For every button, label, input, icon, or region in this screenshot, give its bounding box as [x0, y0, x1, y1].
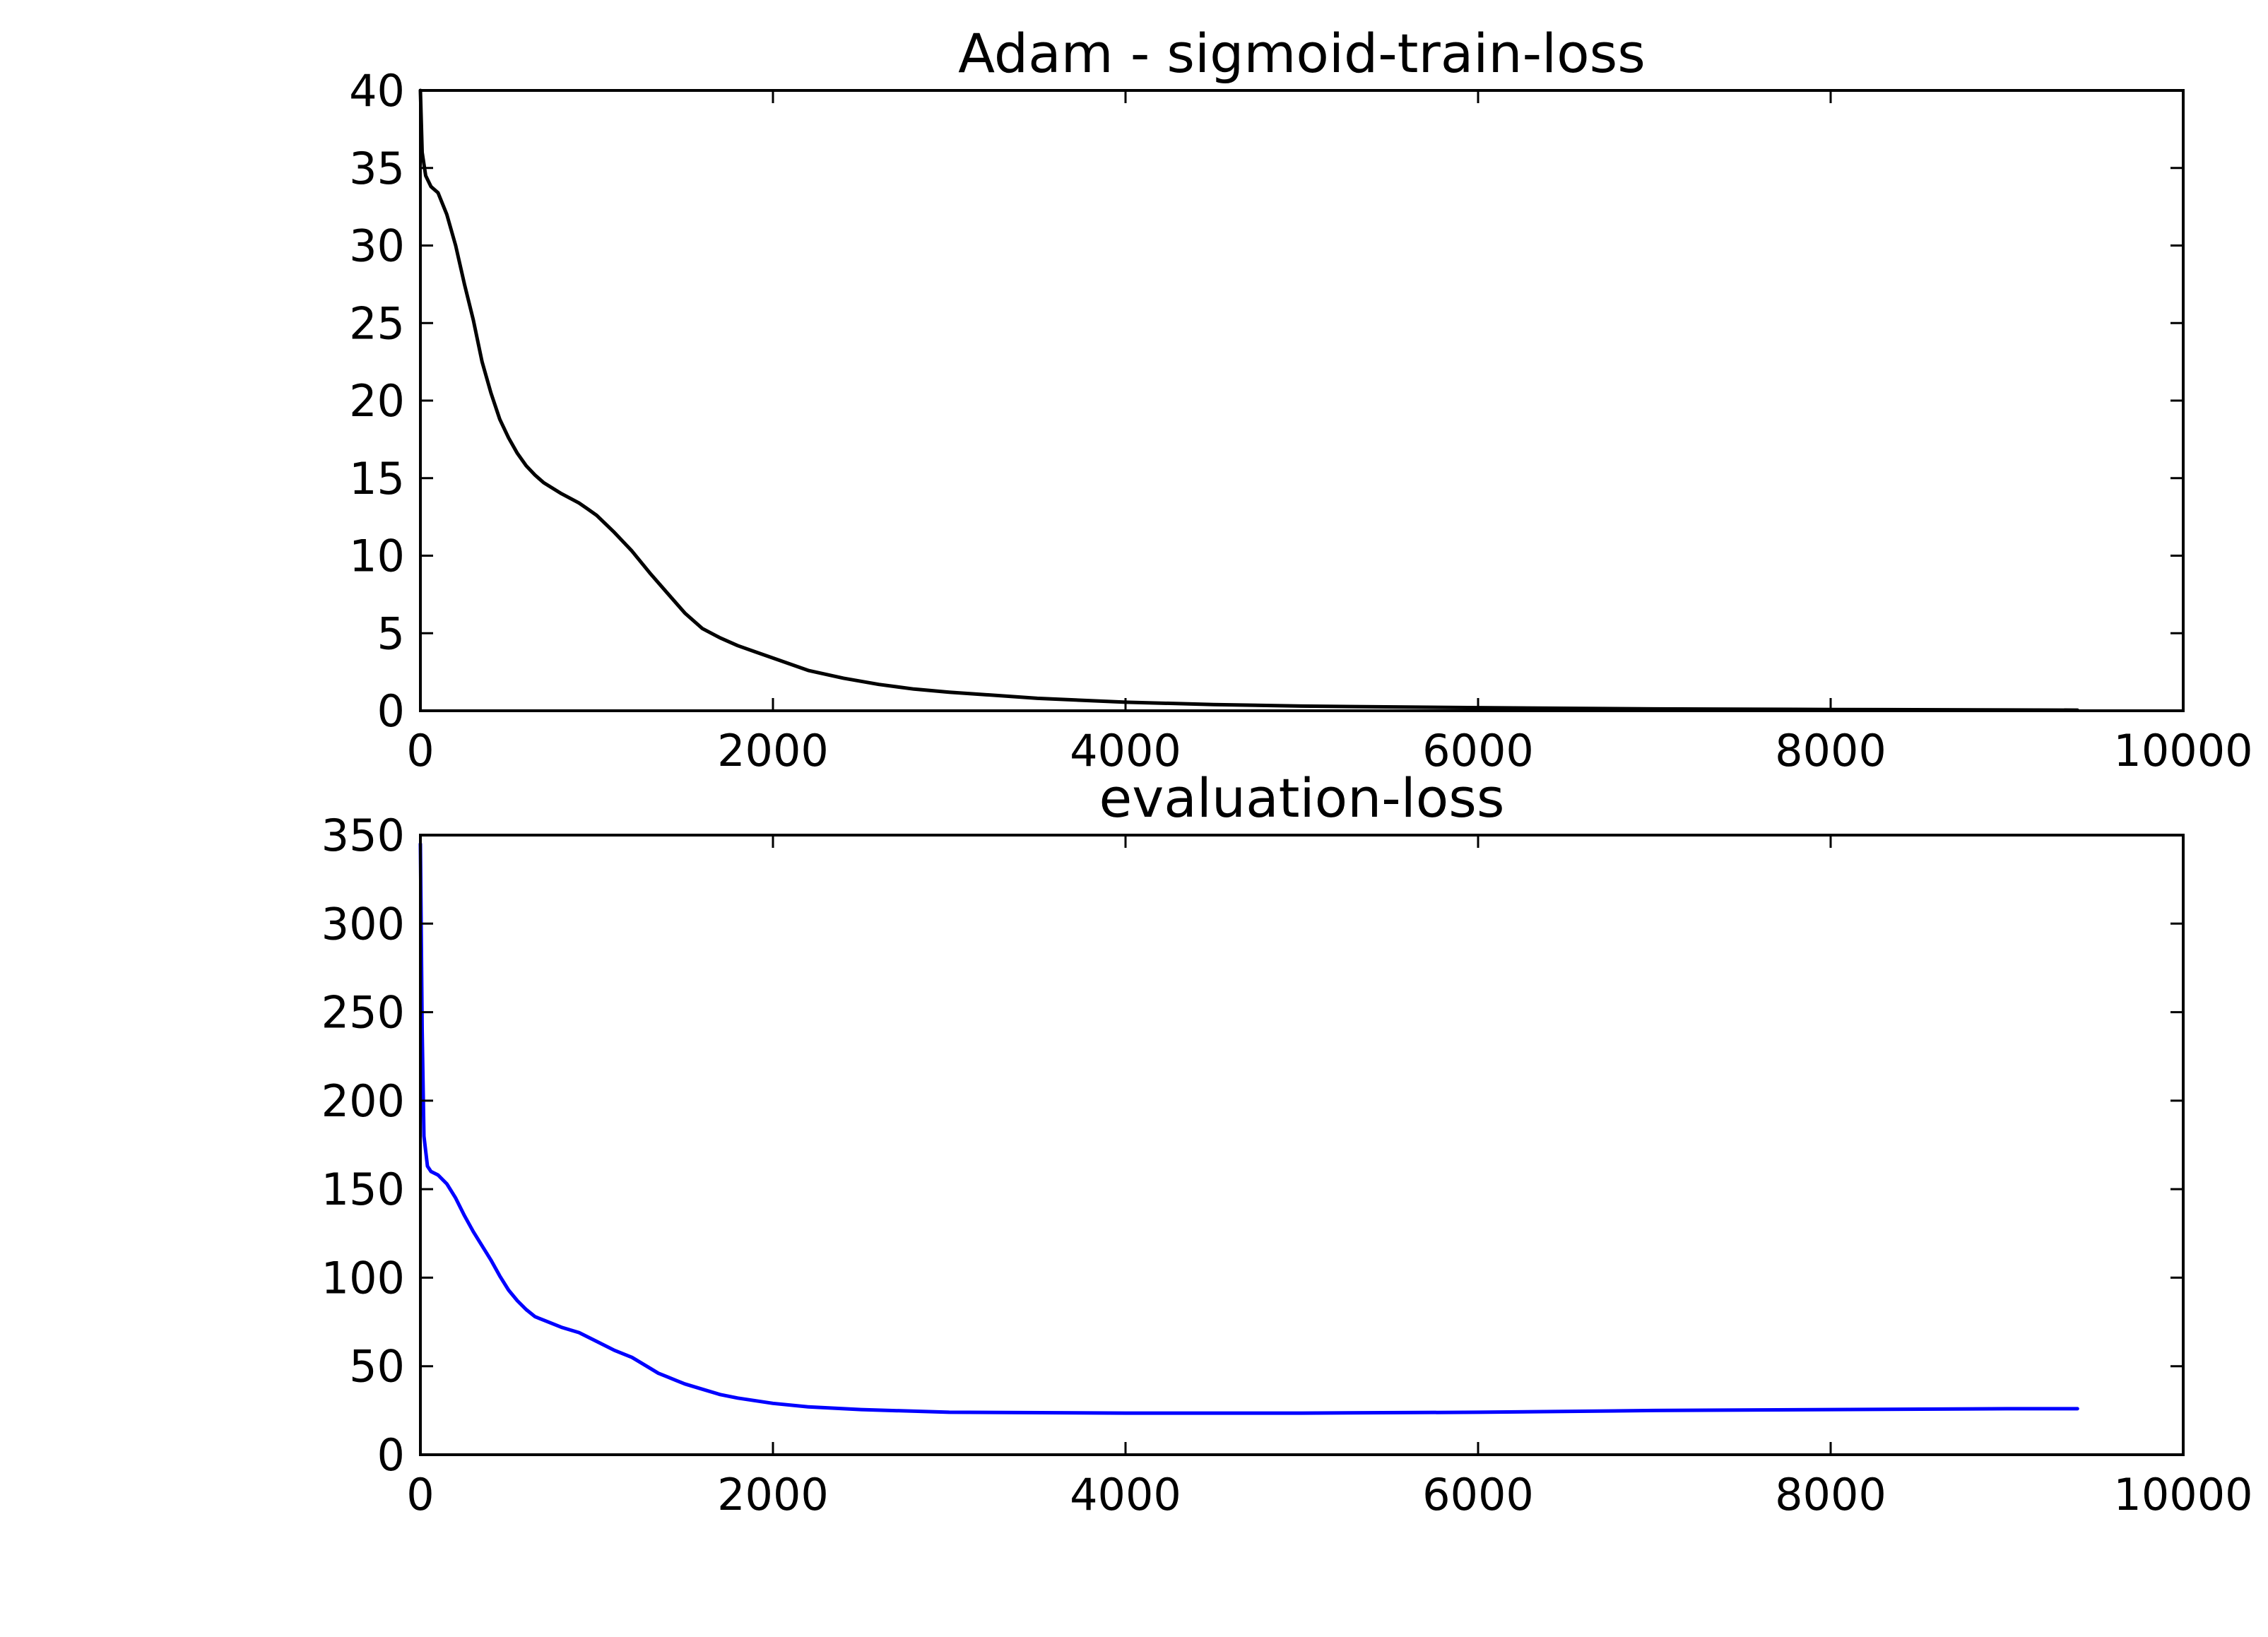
y-tick-label: 40	[349, 65, 405, 117]
x-tick-label: 6000	[1422, 1469, 1534, 1520]
y-tick-label: 35	[349, 143, 405, 194]
y-tick-label: 10	[349, 531, 405, 582]
train-loss-chart: 0 2000 4000 6000 8000 10000 0 5 10 15 20 25 30 35 40 Ad…	[349, 22, 2253, 776]
x-tick-label: 10000	[2113, 1469, 2252, 1520]
y-tick-label: 150	[321, 1164, 405, 1215]
y-tick-label: 5	[377, 608, 405, 659]
y-tick-label: 30	[349, 220, 405, 272]
x-tick-label: 0	[406, 725, 434, 776]
x-tick-label: 10000	[2113, 725, 2252, 776]
x-tick-label: 8000	[1775, 1469, 1886, 1520]
y-tick-label: 200	[321, 1075, 405, 1127]
y-tick-label: 0	[377, 1429, 405, 1481]
series-line-0	[418, 88, 2079, 712]
y-tick-label: 50	[349, 1341, 405, 1393]
y-tick-label: 350	[321, 810, 405, 861]
y-tick-label: 250	[321, 987, 405, 1039]
x-tick-label: 0	[406, 1469, 434, 1520]
evaluation-loss-chart: 0 2000 4000 6000 8000 10000 0 50 100 150 200 250 300…	[321, 767, 2253, 1520]
x-tick-label: 2000	[717, 725, 829, 776]
x-tick-label: 4000	[1070, 725, 1181, 776]
plot-frame	[419, 89, 2185, 712]
series-line-0	[418, 842, 2079, 1415]
x-tick-label: 6000	[1422, 725, 1534, 776]
y-tick-label: 15	[349, 453, 405, 504]
plot-frame	[419, 834, 2185, 1456]
x-tick-label: 4000	[1070, 1469, 1181, 1520]
y-tick-label: 300	[321, 898, 405, 950]
x-tick-label: 8000	[1775, 725, 1886, 776]
y-tick-label: 25	[349, 297, 405, 349]
x-tick-label: 2000	[717, 1469, 829, 1520]
y-tick-label: 20	[349, 375, 405, 427]
chart-title: Adam - sigmoid-train-loss	[958, 22, 1646, 85]
y-tick-label: 100	[321, 1252, 405, 1304]
chart-title: evaluation-loss	[1099, 767, 1505, 829]
y-tick-label: 0	[377, 685, 405, 737]
